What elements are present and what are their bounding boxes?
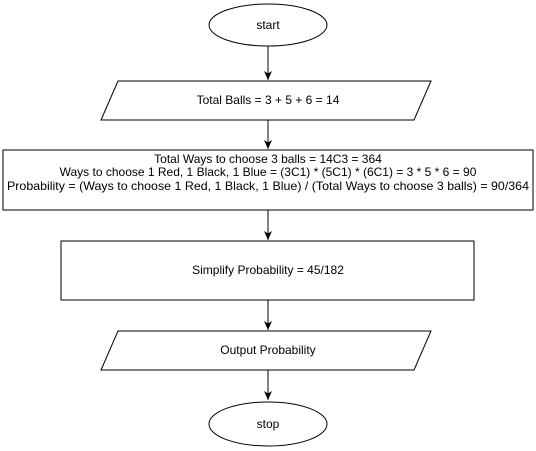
computation-node-shape [2, 149, 534, 211]
computation-line-total-ways: Total Ways to choose 3 balls = 14C3 = 36… [154, 152, 382, 166]
stop-node: stop [208, 401, 328, 447]
start-node-label: start [256, 18, 280, 32]
computation-node: Total Ways to choose 3 balls = 14C3 = 36… [2, 149, 534, 211]
start-node: start [208, 3, 328, 47]
total-balls-node-shape [100, 80, 432, 121]
output-node-shape [100, 330, 432, 371]
simplify-node-label: Simplify Probability = 45/182 [192, 263, 344, 277]
simplify-node: Simplify Probability = 45/182 [60, 240, 475, 301]
total-balls-node-label: Total Balls = 3 + 5 + 6 = 14 [197, 93, 340, 107]
computation-line-probability: Probability = (Ways to choose 1 Red, 1 B… [7, 179, 529, 193]
output-node-label: Output Probability [220, 343, 315, 357]
total-balls-node: Total Balls = 3 + 5 + 6 = 14 [100, 80, 432, 121]
computation-line-ways-to-choose: Ways to choose 1 Red, 1 Black, 1 Blue = … [60, 165, 477, 179]
simplify-node-shape [60, 240, 475, 301]
output-node: Output Probability [100, 330, 432, 371]
stop-node-shape [208, 401, 328, 447]
start-node-shape [208, 3, 328, 47]
stop-node-label: stop [257, 417, 280, 431]
